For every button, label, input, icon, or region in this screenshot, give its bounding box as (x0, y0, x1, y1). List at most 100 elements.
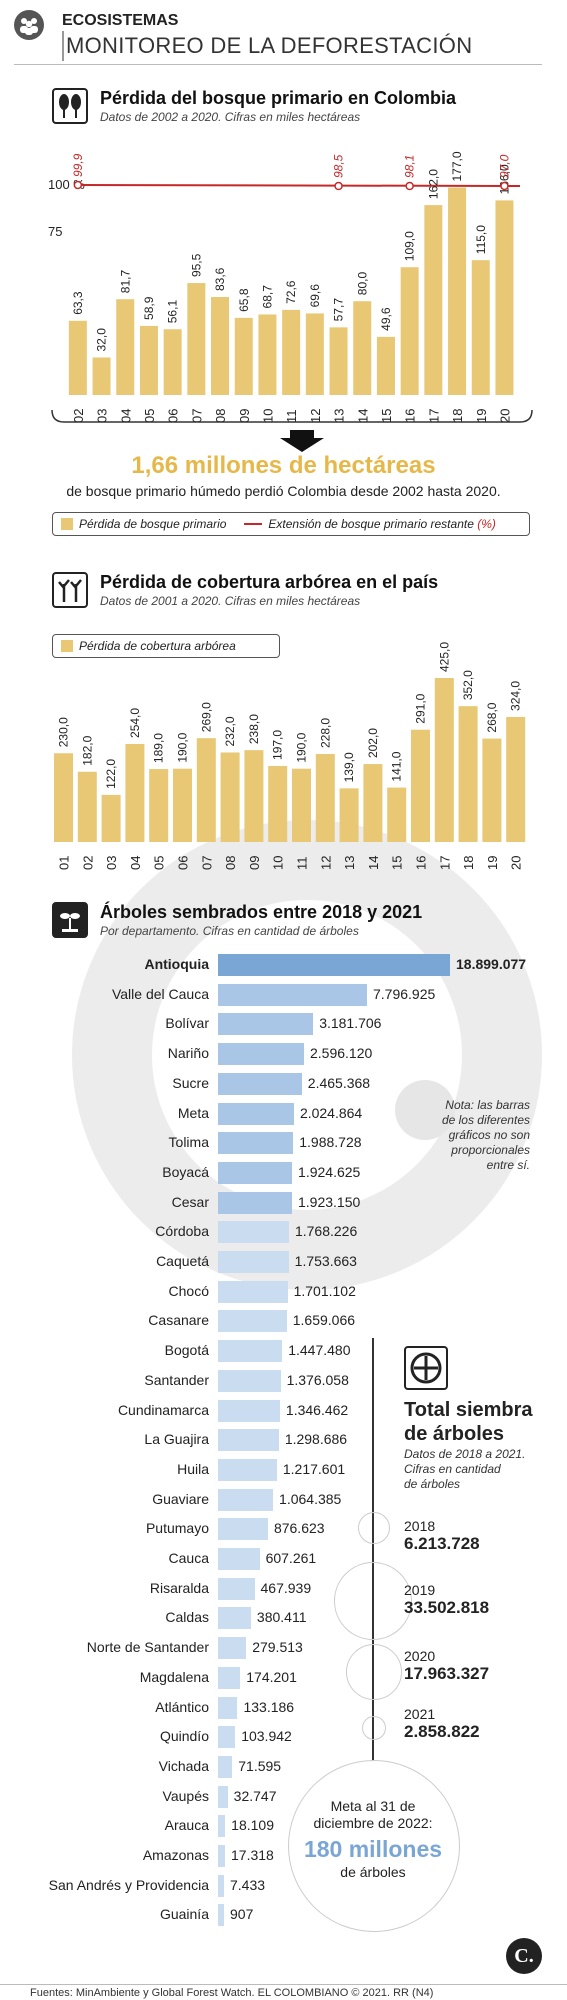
bar-value-label: 95,5 (189, 253, 203, 277)
x-tick-label: 05 (152, 856, 167, 870)
chart1-legend: Pérdida de bosque primario Extensión de … (52, 512, 530, 536)
circle-2018 (358, 1512, 390, 1544)
bar (54, 753, 73, 842)
x-tick-label: 10 (260, 409, 275, 423)
bar (495, 200, 514, 395)
department-bar (218, 1874, 224, 1897)
goal-text: Meta al 31 de diciembre de 2022: (288, 1798, 458, 1832)
chart3-subtitle: Por departamento. Cifras en cantidad de … (100, 924, 359, 938)
bar-value-label: 232,0 (223, 716, 237, 746)
bar (329, 327, 348, 395)
total-value-2018: 6.213.728 (404, 1534, 480, 1553)
bar-value-label: 190,0 (295, 732, 309, 762)
department-value: 7.433 (230, 1876, 266, 1893)
bar (68, 320, 87, 395)
bar (187, 283, 206, 395)
department-bar (218, 954, 450, 976)
line-point (73, 180, 83, 190)
totals-subtitle-line: Datos de 2018 a 2021. (404, 1447, 526, 1461)
bar-value-label: 68,7 (260, 285, 274, 309)
bar-value-label: 72,6 (284, 280, 298, 304)
x-tick-label: 10 (271, 856, 286, 870)
total-year-2019: 2019 (404, 1582, 436, 1598)
note-line: de los diferentes (441, 1113, 530, 1127)
bar-value-label: 63,3 (71, 291, 85, 315)
department-value: 174.201 (246, 1668, 297, 1685)
department-value: 18.109 (231, 1817, 274, 1834)
bar (315, 754, 335, 842)
department-name: Putumayo (145, 1520, 209, 1537)
line-point (334, 181, 343, 191)
department-value: 1.346.462 (285, 1401, 349, 1418)
department-bar (218, 1755, 233, 1778)
department-bar (218, 1221, 289, 1244)
bar-value-label: 57,7 (332, 298, 346, 322)
department-name: Bogotá (164, 1342, 209, 1359)
totals-timeline (372, 1338, 374, 1780)
department-value: 17.318 (231, 1847, 274, 1863)
chart1-subtitle: Datos de 2002 a 2020. Cifras en miles he… (100, 110, 361, 124)
department-bar (218, 1191, 292, 1214)
globe-tree-icon (404, 1346, 448, 1390)
department-value: 1.659.066 (292, 1312, 356, 1329)
bar-value-label: 83,6 (213, 267, 227, 291)
bar (163, 329, 182, 395)
department-bar (218, 1072, 302, 1095)
department-bar (218, 1637, 247, 1660)
department-name: Caquetá (156, 1253, 209, 1269)
bar (387, 787, 407, 842)
chart1-bracket (51, 409, 533, 423)
bar-value-label: 238,0 (247, 714, 261, 744)
bar-value-label: 32,0 (95, 328, 109, 352)
department-bar (218, 1518, 268, 1541)
bar (305, 313, 324, 395)
department-bar (218, 1904, 224, 1927)
department-value: 1.447.480 (288, 1342, 351, 1359)
bar (458, 706, 478, 842)
x-tick-label: 15 (390, 856, 405, 870)
department-bar (218, 1696, 238, 1719)
department-name: Casanare (148, 1312, 209, 1329)
bar (92, 357, 111, 395)
department-value: 103.942 (241, 1728, 292, 1745)
chart2-legend: Pérdida de cobertura arbórea (52, 634, 280, 658)
chart1-callout-big: 1,66 millones de hectáreas (131, 452, 436, 479)
department-bar (218, 1577, 255, 1600)
bar-value-label: 162,0 (426, 169, 440, 199)
department-value: 279.513 (252, 1639, 303, 1656)
circle-2020 (346, 1644, 402, 1700)
department-name: Guaviare (152, 1490, 209, 1507)
legend-swatch-gold-2 (61, 640, 73, 652)
legend-line-label: Extensión de bosque primario restante (268, 517, 474, 531)
x-tick-label: 14 (355, 409, 370, 423)
page-title: MONITOREO DE LA DEFORESTACIÓN (66, 33, 473, 58)
totals-subtitle-line: Cifras en cantidad (404, 1462, 501, 1476)
department-bar (218, 1340, 283, 1363)
bar-value-label: 115,0 (474, 225, 488, 254)
department-value: 1.768.226 (294, 1223, 358, 1240)
department-name: Cesar (171, 1193, 209, 1210)
chart2-subtitle: Datos de 2001 a 2020. Cifras en miles he… (100, 594, 361, 608)
bar-value-label: 69,6 (308, 284, 322, 308)
legend-line-unit: (%) (477, 517, 496, 531)
department-name: Guainía (159, 1906, 209, 1923)
department-name: Cauca (168, 1550, 209, 1566)
bar-value-label: 268,0 (485, 702, 499, 732)
x-tick-label: 02 (71, 409, 86, 423)
bar-value-label: 56,1 (166, 300, 180, 324)
x-tick-label: 19 (474, 409, 489, 423)
x-tick-label: 05 (142, 409, 157, 423)
department-name: La Guajira (144, 1431, 209, 1448)
bar (376, 336, 395, 395)
department-name: Caldas (165, 1609, 209, 1626)
department-bar (218, 1548, 260, 1570)
note-line: entre sí. (486, 1158, 530, 1172)
sprout-icon (52, 902, 88, 938)
line-point (500, 181, 509, 191)
bar (400, 267, 419, 395)
x-tick-label: 03 (104, 856, 119, 870)
bar (101, 794, 121, 842)
department-name: Risaralda (149, 1579, 209, 1596)
x-tick-label: 13 (342, 856, 357, 870)
bar (234, 317, 253, 395)
